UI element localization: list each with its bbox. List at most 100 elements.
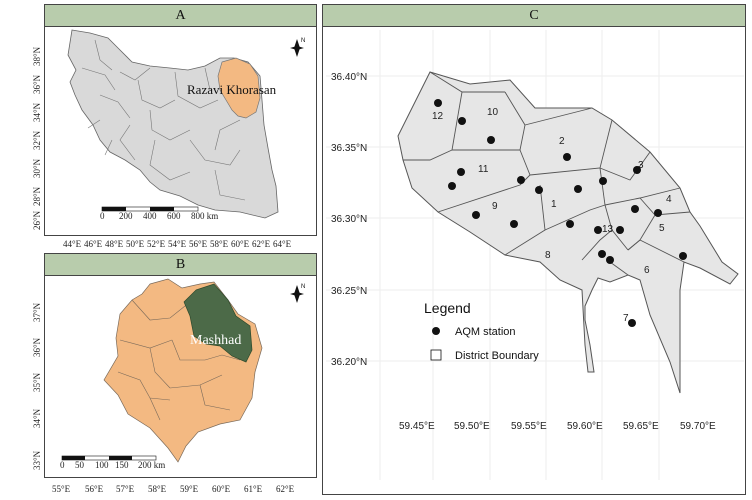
- district-boundaries: [403, 71, 691, 276]
- district-label: 4: [666, 194, 672, 205]
- svg-text:59°E: 59°E: [180, 484, 199, 494]
- aqm-station-point: [606, 256, 614, 264]
- legend-station-icon: [432, 327, 440, 335]
- svg-text:59.70°E: 59.70°E: [680, 421, 716, 432]
- svg-text:62°E: 62°E: [276, 484, 295, 494]
- svg-text:62°E: 62°E: [252, 239, 271, 249]
- aqm-station-point: [457, 168, 465, 176]
- svg-text:36.35°N: 36.35°N: [331, 143, 367, 154]
- north-arrow-icon: N: [290, 284, 305, 303]
- aqm-station-point: [487, 136, 495, 144]
- district-label: 9: [492, 201, 498, 212]
- svg-text:26°N: 26°N: [32, 210, 42, 230]
- svg-text:36.30°N: 36.30°N: [331, 214, 367, 225]
- svg-text:60°E: 60°E: [231, 239, 250, 249]
- svg-text:46°E: 46°E: [84, 239, 103, 249]
- svg-text:600: 600: [167, 211, 181, 221]
- aqm-station-point: [574, 185, 582, 193]
- aqm-station-point: [535, 186, 543, 194]
- mashhad-city-boundary: [397, 71, 739, 394]
- svg-text:0: 0: [100, 211, 105, 221]
- svg-text:100: 100: [95, 460, 109, 470]
- svg-text:38°N: 38°N: [32, 46, 42, 66]
- panel-a-x-ticks: 44°E 46°E 48°E 50°E 52°E 54°E 56°E 58°E …: [63, 239, 292, 249]
- district-label: 3: [638, 160, 644, 171]
- svg-text:54°E: 54°E: [168, 239, 187, 249]
- aqm-station-point: [563, 153, 571, 161]
- legend: Legend AQM station District Boundary: [424, 300, 539, 362]
- svg-text:32°N: 32°N: [32, 130, 42, 150]
- svg-text:36°N: 36°N: [32, 74, 42, 94]
- svg-text:57°E: 57°E: [116, 484, 135, 494]
- svg-text:52°E: 52°E: [147, 239, 166, 249]
- aqm-station-point: [633, 166, 641, 174]
- aqm-station-point: [599, 177, 607, 185]
- svg-text:36.20°N: 36.20°N: [331, 357, 367, 368]
- svg-text:200: 200: [119, 211, 133, 221]
- district-label: 1: [551, 199, 557, 210]
- svg-text:34°N: 34°N: [32, 408, 42, 428]
- svg-text:35°N: 35°N: [32, 372, 42, 392]
- province-boundaries: [81, 39, 246, 201]
- svg-text:50°E: 50°E: [126, 239, 145, 249]
- aqm-stations: [434, 99, 687, 327]
- aqm-station-point: [448, 182, 456, 190]
- district-label: 12: [432, 111, 444, 122]
- aqm-station-point: [654, 209, 662, 217]
- district-label: 7: [623, 313, 629, 324]
- aqm-station-point: [472, 211, 480, 219]
- svg-text:56°E: 56°E: [189, 239, 208, 249]
- panel-c-y-ticks: 36.40°N 36.35°N 36.30°N 36.25°N 36.20°N: [331, 72, 367, 368]
- aqm-station-point: [566, 220, 574, 228]
- svg-text:59.55°E: 59.55°E: [511, 421, 547, 432]
- mashhad-county: [183, 283, 253, 363]
- svg-text:36°N: 36°N: [32, 337, 42, 357]
- district-label: 13: [602, 224, 614, 235]
- aqm-station-point: [631, 205, 639, 213]
- district-label: 8: [545, 250, 551, 261]
- panel-b-x-ticks: 55°E 56°E 57°E 58°E 59°E 60°E 61°E 62°E: [52, 484, 295, 494]
- svg-text:59.50°E: 59.50°E: [454, 421, 490, 432]
- aqm-station-point: [598, 250, 606, 258]
- district-label: 10: [487, 107, 499, 118]
- svg-text:30°N: 30°N: [32, 158, 42, 178]
- aqm-station-point: [616, 226, 624, 234]
- district-labels: 1 2 3 4 5 6 7 8 9 10 11 12 13: [432, 107, 672, 324]
- svg-text:34°N: 34°N: [32, 102, 42, 122]
- svg-text:59.45°E: 59.45°E: [399, 421, 435, 432]
- panel-b-y-ticks: 37°N 36°N 35°N 34°N 33°N: [32, 302, 42, 470]
- svg-text:61°E: 61°E: [244, 484, 263, 494]
- county-boundaries: [117, 299, 241, 421]
- svg-text:50: 50: [75, 460, 85, 470]
- svg-text:0: 0: [60, 460, 65, 470]
- svg-text:48°E: 48°E: [105, 239, 124, 249]
- razavi-khorasan-label: Razavi Khorasan: [187, 82, 277, 97]
- svg-text:59.65°E: 59.65°E: [623, 421, 659, 432]
- legend-boundary-icon: [430, 349, 442, 361]
- svg-text:59.60°E: 59.60°E: [567, 421, 603, 432]
- legend-boundary-label: District Boundary: [455, 350, 539, 362]
- panel-c-title: C: [323, 5, 745, 27]
- svg-text:36.25°N: 36.25°N: [331, 286, 367, 297]
- svg-text:400: 400: [143, 211, 157, 221]
- panel-a-y-ticks: 38°N 36°N 34°N 32°N 30°N 28°N 26°N: [32, 46, 42, 230]
- aqm-station-point: [517, 176, 525, 184]
- svg-text:64°E: 64°E: [273, 239, 292, 249]
- aqm-station-point: [628, 319, 636, 327]
- svg-text:33°N: 33°N: [32, 450, 42, 470]
- scale-bar-a: 0 200 400 600 800 km: [100, 206, 218, 221]
- mashhad-label: Mashhad: [190, 333, 241, 348]
- aqm-station-point: [434, 99, 442, 107]
- razavi-khorasan-province: [217, 57, 261, 119]
- svg-text:60°E: 60°E: [212, 484, 231, 494]
- svg-text:200 km: 200 km: [138, 460, 165, 470]
- svg-text:800 km: 800 km: [191, 211, 218, 221]
- district-label: 11: [478, 164, 489, 175]
- panel-b-title: B: [45, 254, 316, 276]
- aqm-station-point: [679, 252, 687, 260]
- aqm-station-point: [510, 220, 518, 228]
- aqm-station-point: [594, 226, 602, 234]
- svg-text:58°E: 58°E: [148, 484, 167, 494]
